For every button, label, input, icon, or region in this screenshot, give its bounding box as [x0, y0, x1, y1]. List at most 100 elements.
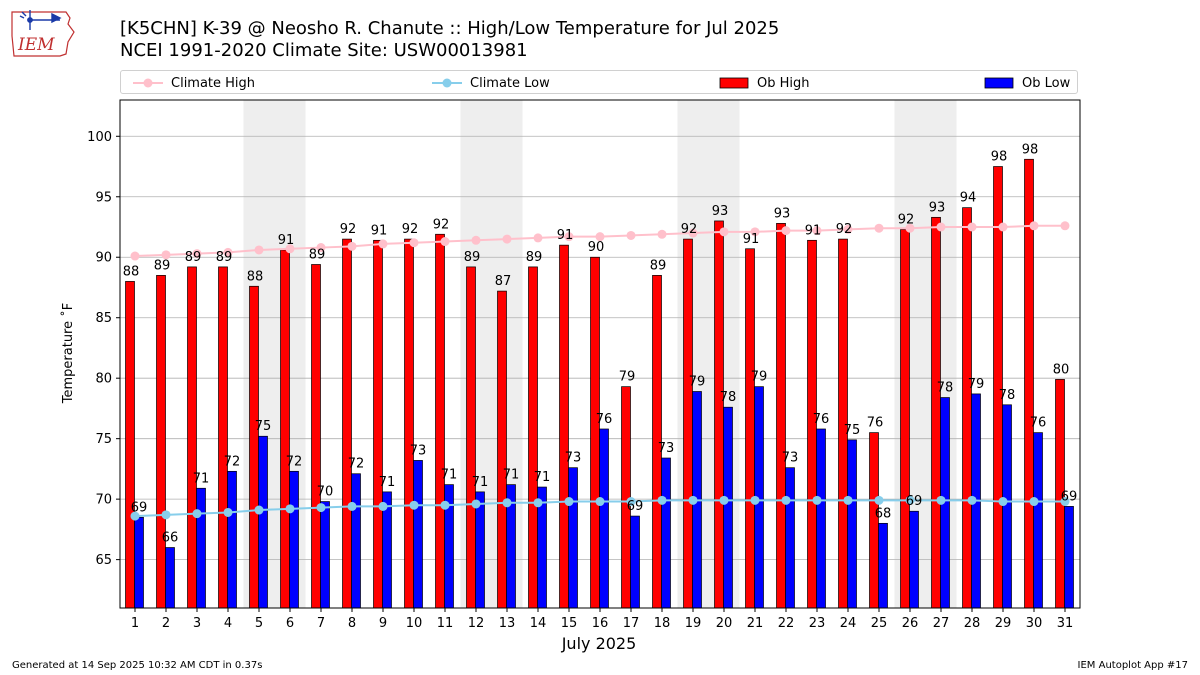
- point-climate-high-9: [378, 239, 388, 249]
- point-climate-high-22: [781, 226, 791, 236]
- y-tick-label-75: 75: [95, 432, 112, 447]
- point-climate-low-26: [905, 495, 915, 505]
- bar-ob-high-26: [900, 229, 910, 609]
- x-tick-label-17: 17: [623, 616, 640, 631]
- bar-ob-low-26: [909, 510, 919, 609]
- x-tick-label-1: 1: [131, 616, 139, 631]
- bar-ob-high-5: [249, 285, 259, 609]
- bar-ob-high-16: [590, 256, 600, 609]
- x-tick-label-28: 28: [964, 616, 981, 631]
- point-climate-high-2: [161, 250, 171, 260]
- label-ob-low-28: 79: [968, 377, 985, 392]
- point-climate-low-15: [564, 497, 574, 507]
- point-climate-low-7: [316, 503, 326, 513]
- x-tick-label-16: 16: [592, 616, 609, 631]
- point-climate-high-16: [595, 232, 605, 242]
- legend-swatch-climate-high: [133, 78, 163, 88]
- point-climate-low-30: [1029, 497, 1039, 507]
- iem-logo: IEM: [11, 10, 75, 57]
- point-climate-low-10: [409, 500, 419, 510]
- bar-ob-high-15: [559, 244, 569, 609]
- x-tick-label-3: 3: [193, 616, 201, 631]
- climate-lines: [130, 221, 1070, 521]
- x-tick-label-20: 20: [716, 616, 733, 631]
- bar-ob-low-15: [568, 467, 578, 609]
- label-ob-high-26: 92: [898, 212, 915, 227]
- x-tick-label-8: 8: [348, 616, 356, 631]
- label-ob-high-22: 93: [774, 206, 791, 221]
- bar-ob-high-7: [311, 264, 321, 609]
- y-tick-label-85: 85: [95, 311, 112, 326]
- x-tick-label-14: 14: [530, 616, 547, 631]
- x-tick-label-23: 23: [809, 616, 826, 631]
- point-climate-high-10: [409, 238, 419, 248]
- legend-item-climate-low: Climate Low: [432, 71, 550, 95]
- point-climate-high-26: [905, 223, 915, 233]
- bar-ob-high-3: [187, 266, 197, 609]
- bar-ob-low-30: [1033, 432, 1043, 609]
- x-tick-label-25: 25: [871, 616, 888, 631]
- bar-ob-low-25: [878, 522, 888, 609]
- point-climate-high-14: [533, 233, 543, 243]
- label-ob-low-14: 71: [534, 470, 551, 485]
- x-tick-label-26: 26: [902, 616, 919, 631]
- label-ob-high-11: 92: [433, 217, 450, 232]
- bar-ob-high-4: [218, 266, 228, 609]
- label-ob-high-21: 91: [743, 232, 760, 247]
- label-ob-high-3: 89: [185, 250, 202, 265]
- x-tick-label-4: 4: [224, 616, 232, 631]
- x-tick-label-12: 12: [468, 616, 485, 631]
- label-ob-high-29: 98: [991, 150, 1008, 165]
- data-labels: 88 69 89 66 89 71 89 72 88 75 91 72 89 70 92 72 91 71 92 73…: [123, 142, 1078, 545]
- bar-ob-low-6: [289, 470, 299, 609]
- label-ob-high-30: 98: [1022, 142, 1039, 157]
- legend-item-ob-high: Ob High: [719, 71, 810, 95]
- label-ob-high-28: 94: [960, 191, 977, 206]
- label-ob-high-27: 93: [929, 200, 946, 215]
- point-climate-high-3: [192, 249, 202, 259]
- point-climate-low-12: [471, 499, 481, 509]
- legend-swatch-climate-low: [432, 78, 462, 88]
- bar-ob-high-10: [404, 238, 414, 609]
- point-climate-low-8: [347, 501, 357, 511]
- point-climate-high-19: [688, 228, 698, 238]
- point-climate-high-29: [998, 222, 1008, 232]
- y-axis-label: Temperature ˚F: [60, 303, 76, 404]
- point-climate-low-24: [843, 495, 853, 505]
- x-tick-label-19: 19: [685, 616, 702, 631]
- label-ob-low-29: 78: [999, 388, 1016, 403]
- label-ob-low-9: 71: [379, 475, 396, 490]
- x-tick-label-6: 6: [286, 616, 294, 631]
- label-ob-high-6: 91: [278, 233, 295, 248]
- bar-ob-high-1: [125, 281, 135, 609]
- y-tick-label-95: 95: [95, 190, 112, 205]
- logo-text: IEM: [17, 35, 55, 55]
- point-climate-low-21: [750, 495, 760, 505]
- point-climate-high-7: [316, 243, 326, 253]
- point-climate-low-3: [192, 509, 202, 519]
- point-climate-high-20: [719, 227, 729, 237]
- label-ob-low-2: 66: [162, 531, 179, 546]
- label-ob-high-16: 90: [588, 240, 605, 255]
- point-climate-low-22: [781, 495, 791, 505]
- label-ob-low-8: 72: [348, 457, 365, 472]
- x-tick-label-30: 30: [1026, 616, 1043, 631]
- bar-ob-low-29: [1002, 404, 1012, 609]
- legend-swatch-ob-high: [719, 77, 749, 89]
- label-ob-low-25: 68: [875, 506, 892, 521]
- legend-swatch-ob-low: [984, 77, 1014, 89]
- bar-ob-high-6: [280, 249, 290, 609]
- legend-label-ob-low: Ob Low: [1022, 75, 1071, 91]
- label-ob-high-15: 91: [557, 228, 574, 243]
- x-tick-label-7: 7: [317, 616, 325, 631]
- point-climate-high-18: [657, 229, 667, 239]
- bar-ob-high-14: [528, 266, 538, 609]
- label-ob-low-10: 73: [410, 443, 427, 458]
- bar-ob-low-18: [661, 457, 671, 609]
- footer-generated: Generated at 14 Sep 2025 10:32 AM CDT in…: [12, 660, 263, 671]
- y-tick-label-80: 80: [95, 372, 112, 387]
- label-ob-low-13: 71: [503, 468, 520, 483]
- label-ob-high-2: 89: [154, 258, 171, 273]
- bar-ob-high-19: [683, 238, 693, 609]
